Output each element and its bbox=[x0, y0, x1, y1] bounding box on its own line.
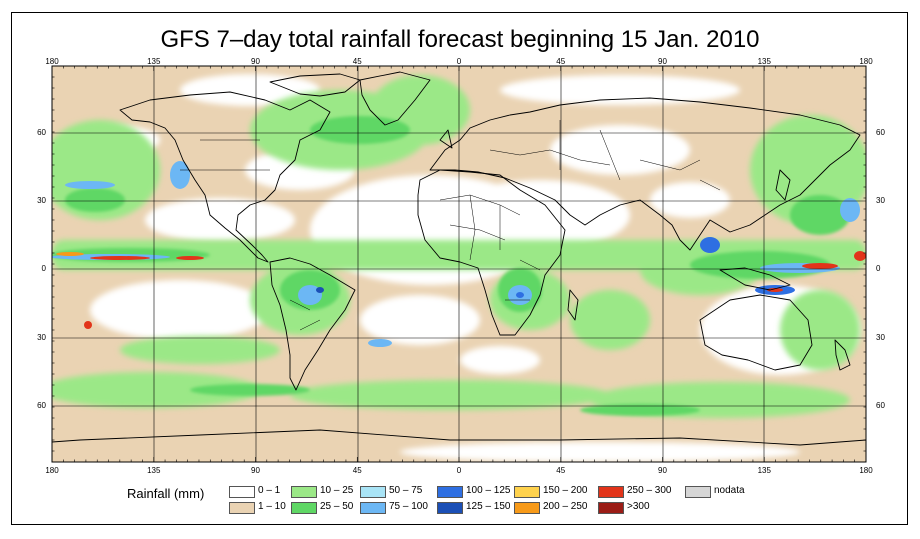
lon-tick-label-top: 0 bbox=[456, 57, 462, 66]
dry-zones bbox=[80, 74, 860, 462]
legend-swatch bbox=[229, 502, 255, 514]
lon-tick-label-top: 180 bbox=[859, 57, 873, 66]
legend-label: 50 – 75 bbox=[389, 485, 423, 496]
lon-tick-label-top: 90 bbox=[251, 57, 260, 66]
legend-label: 100 – 125 bbox=[466, 485, 511, 496]
legend-label: 250 – 300 bbox=[627, 485, 672, 496]
lon-tick-label-top: 45 bbox=[352, 57, 362, 66]
legend-swatch bbox=[514, 486, 540, 498]
graticule bbox=[52, 66, 866, 462]
legend-swatch bbox=[598, 502, 624, 514]
legend-swatch bbox=[514, 502, 540, 514]
map-title: GFS 7–day total rainfall forecast beginn… bbox=[160, 26, 760, 53]
lon-tick-label-top: 90 bbox=[658, 57, 667, 66]
heavy-rain-cells bbox=[52, 161, 866, 347]
lon-tick-label-top: 135 bbox=[147, 57, 161, 66]
legend-swatch bbox=[291, 486, 317, 498]
lon-tick-label-bottom: 180 bbox=[45, 466, 59, 475]
lon-tick-label-top: 180 bbox=[45, 57, 59, 66]
legend-swatch bbox=[360, 502, 386, 514]
legend-label: 10 – 25 bbox=[320, 485, 354, 496]
legend-swatch bbox=[598, 486, 624, 498]
lat-tick-label-right: 30 bbox=[876, 196, 885, 205]
lon-tick-label-bottom: 90 bbox=[251, 466, 260, 475]
legend-label: 75 – 100 bbox=[389, 501, 428, 512]
lon-tick-label-bottom: 135 bbox=[757, 466, 771, 475]
lon-tick-label-bottom: 180 bbox=[859, 466, 873, 475]
lat-tick-label-left: 60 bbox=[37, 128, 46, 137]
legend-label: 150 – 200 bbox=[543, 485, 588, 496]
lat-tick-label-right: 60 bbox=[876, 401, 885, 410]
country-borders bbox=[180, 120, 721, 331]
legend-label: nodata bbox=[714, 485, 745, 496]
legend-swatch bbox=[229, 486, 255, 498]
figure-frame bbox=[11, 12, 908, 525]
legend-swatch bbox=[685, 486, 711, 498]
legend-swatch bbox=[437, 486, 463, 498]
legend-label: >300 bbox=[627, 501, 650, 512]
lat-tick-label-left: 30 bbox=[37, 333, 46, 342]
minor-ticks bbox=[51, 65, 867, 463]
lat-tick-label-right: 0 bbox=[876, 264, 881, 273]
lon-tick-label-bottom: 135 bbox=[147, 466, 161, 475]
lon-tick-label-bottom: 90 bbox=[658, 466, 667, 475]
legend-label: 0 – 1 bbox=[258, 485, 281, 496]
lat-tick-label-left: 0 bbox=[41, 264, 46, 273]
rainfall-field bbox=[52, 66, 866, 462]
lon-tick-label-top: 45 bbox=[556, 57, 566, 66]
legend-swatch bbox=[437, 502, 463, 514]
lat-tick-label-left: 30 bbox=[37, 196, 46, 205]
lon-tick-label-bottom: 45 bbox=[352, 466, 362, 475]
legend-label: 1 – 10 bbox=[258, 501, 286, 512]
lon-tick-label-bottom: 45 bbox=[556, 466, 566, 475]
lat-tick-label-right: 60 bbox=[876, 128, 885, 137]
lon-tick-label-top: 135 bbox=[757, 57, 771, 66]
legend-title: Rainfall (mm) bbox=[127, 486, 205, 501]
lat-tick-label-right: 30 bbox=[876, 333, 885, 342]
legend-label: 125 – 150 bbox=[466, 501, 511, 512]
legend-swatch bbox=[360, 486, 386, 498]
lon-tick-label-bottom: 0 bbox=[456, 466, 462, 475]
legend-label: 200 – 250 bbox=[543, 501, 588, 512]
legend-label: 25 – 50 bbox=[320, 501, 354, 512]
coastlines bbox=[52, 71, 866, 462]
lat-tick-label-left: 60 bbox=[37, 401, 46, 410]
legend-swatch bbox=[291, 502, 317, 514]
